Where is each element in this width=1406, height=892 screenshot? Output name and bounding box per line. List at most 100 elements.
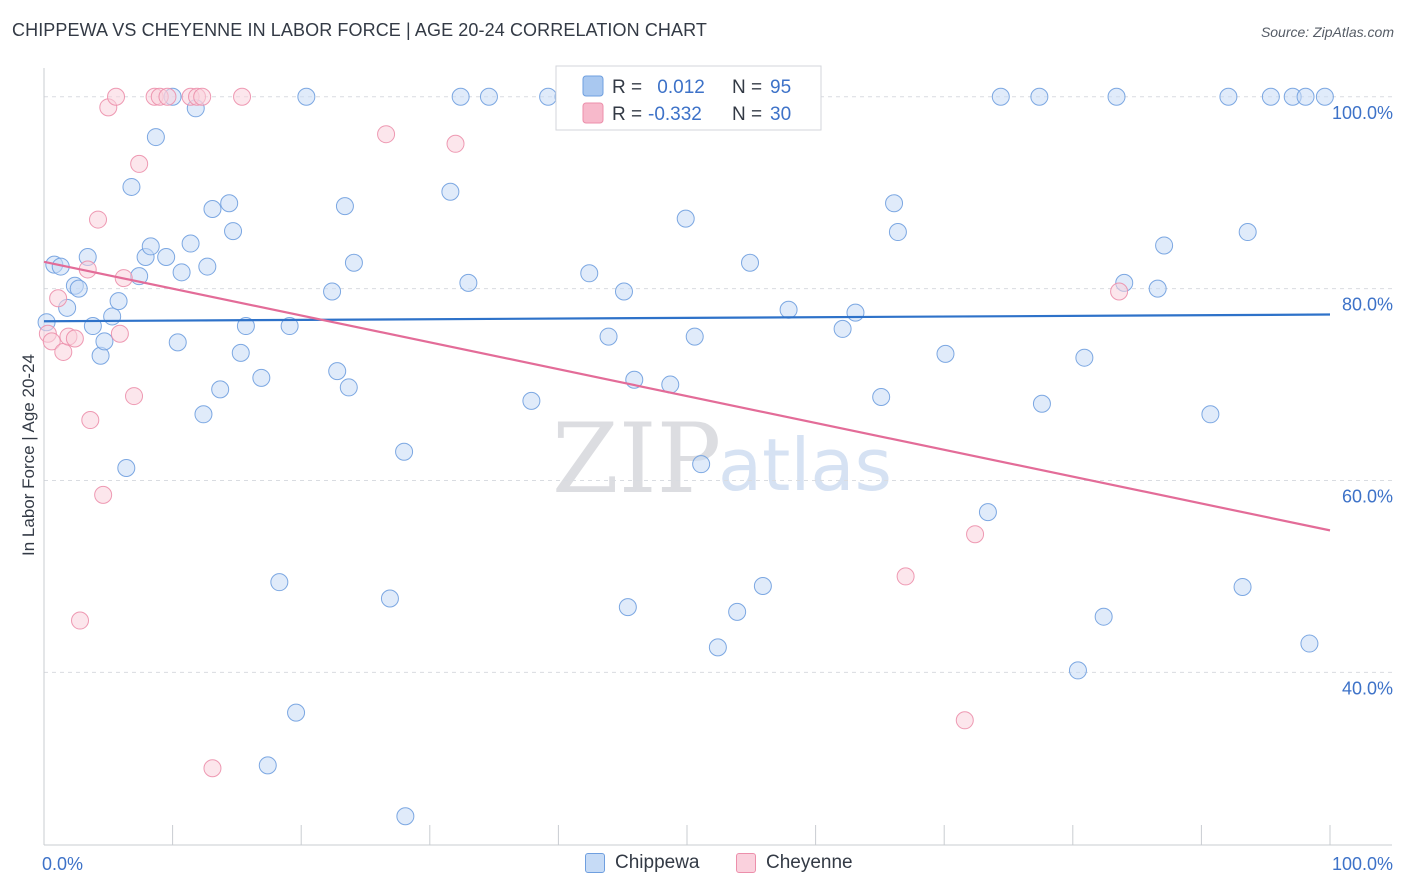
point-chippewa (203, 200, 222, 219)
x-tick-label: 100.0% (1332, 854, 1393, 874)
point-chippewa (1030, 87, 1049, 106)
watermark-zip: ZIP (552, 403, 721, 515)
point-chippewa (141, 237, 160, 256)
point-cheyenne (1110, 282, 1129, 301)
point-chippewa (1219, 87, 1238, 106)
point-chippewa (708, 638, 727, 657)
point-chippewa (522, 391, 541, 410)
point-chippewa (479, 87, 498, 106)
point-chippewa (728, 602, 747, 621)
point-cheyenne (446, 134, 465, 153)
point-chippewa (539, 87, 558, 106)
point-cheyenne (203, 759, 222, 778)
point-chippewa (1233, 577, 1252, 596)
legend-r-value-2: -0.332 (648, 104, 702, 125)
point-cheyenne (94, 485, 113, 504)
legend-r-value-1: 0.012 (652, 77, 705, 98)
point-cheyenne (110, 324, 129, 343)
point-cheyenne (71, 611, 90, 630)
point-chippewa (198, 257, 217, 276)
point-chippewa (146, 128, 165, 147)
point-chippewa (220, 194, 239, 213)
point-cheyenne (896, 567, 915, 586)
point-chippewa (888, 223, 907, 242)
point-chippewa (328, 362, 347, 381)
point-chippewa (323, 282, 342, 301)
point-chippewa (287, 703, 306, 722)
point-chippewa (885, 194, 904, 213)
chart-title: CHIPPEWA VS CHEYENNE IN LABOR FORCE | AG… (12, 20, 707, 40)
legend-item-chippewa[interactable]: Chippewa (585, 852, 700, 874)
point-chippewa (872, 388, 891, 407)
point-chippewa (109, 292, 128, 311)
point-cheyenne (42, 332, 61, 351)
y-axis-label: In Labor Force | Age 20-24 (19, 354, 38, 556)
legend-label-chippewa: Chippewa (615, 852, 700, 873)
legend-n-value-1: 95 (770, 77, 791, 98)
legend-item-cheyenne[interactable]: Cheyenne (736, 852, 853, 874)
legend-swatch-chippewa (582, 75, 604, 97)
point-chippewa (1201, 405, 1220, 424)
point-chippewa (157, 247, 176, 266)
stats-legend: R = 0.012 N = 95 R = -0.332 N = 30 (555, 65, 822, 131)
axes (43, 68, 1392, 846)
point-cheyenne (193, 87, 212, 106)
point-cheyenne (107, 87, 126, 106)
point-chippewa (396, 807, 415, 826)
point-chippewa (270, 573, 289, 592)
point-chippewa (1261, 87, 1280, 106)
point-cheyenne (65, 329, 84, 348)
legend-n-label-2: N = (732, 104, 762, 125)
point-chippewa (122, 177, 141, 196)
point-chippewa (172, 263, 191, 282)
point-cheyenne (377, 125, 396, 144)
point-chippewa (194, 405, 213, 424)
point-cheyenne (81, 411, 100, 430)
point-chippewa (441, 182, 460, 201)
point-cheyenne (158, 87, 177, 106)
legend-r-label-1: R = (612, 77, 642, 98)
point-cheyenne (49, 289, 68, 308)
y-tick-label: 40.0% (1342, 678, 1393, 698)
point-chippewa (1075, 348, 1094, 367)
point-chippewa (1068, 661, 1087, 680)
cheyenne-swatch-icon (736, 853, 756, 873)
legend-r-label-2: R = (612, 104, 642, 125)
point-chippewa (69, 279, 88, 298)
point-chippewa (95, 332, 114, 351)
point-chippewa (211, 380, 230, 399)
point-chippewa (168, 333, 187, 352)
watermark-atlas: atlas (718, 423, 892, 507)
point-chippewa (846, 303, 865, 322)
point-chippewa (335, 197, 354, 216)
point-chippewa (1296, 87, 1315, 106)
point-chippewa (692, 455, 711, 474)
series-legend: Chippewa Cheyenne (0, 850, 1406, 880)
point-chippewa (936, 344, 955, 363)
point-chippewa (1148, 279, 1167, 298)
point-chippewa (339, 378, 358, 397)
point-chippewa (451, 87, 470, 106)
point-chippewa (991, 87, 1010, 106)
point-chippewa (685, 327, 704, 346)
point-chippewa (344, 253, 363, 272)
point-chippewa (231, 343, 250, 362)
point-cheyenne (130, 154, 149, 173)
point-chippewa (676, 209, 695, 228)
point-chippewa (580, 264, 599, 283)
point-chippewa (614, 282, 633, 301)
trend-lines (43, 260, 1331, 532)
point-chippewa (1238, 223, 1257, 242)
legend-swatch-cheyenne (582, 102, 604, 124)
gridlines (44, 96, 1392, 673)
point-chippewa (258, 756, 277, 775)
y-tick-labels: 40.0% 60.0% 80.0% 100.0% (1332, 103, 1393, 699)
legend-n-label-1: N = (732, 77, 762, 98)
trend-line-cheyenne (43, 260, 1331, 532)
source-credit: Source: ZipAtlas.com (1260, 24, 1394, 40)
x-tick-labels: 0.0% 100.0% (42, 854, 1393, 874)
point-chippewa (380, 589, 399, 608)
point-chippewa (779, 300, 798, 319)
legend-n-value-2: 30 (770, 104, 791, 125)
